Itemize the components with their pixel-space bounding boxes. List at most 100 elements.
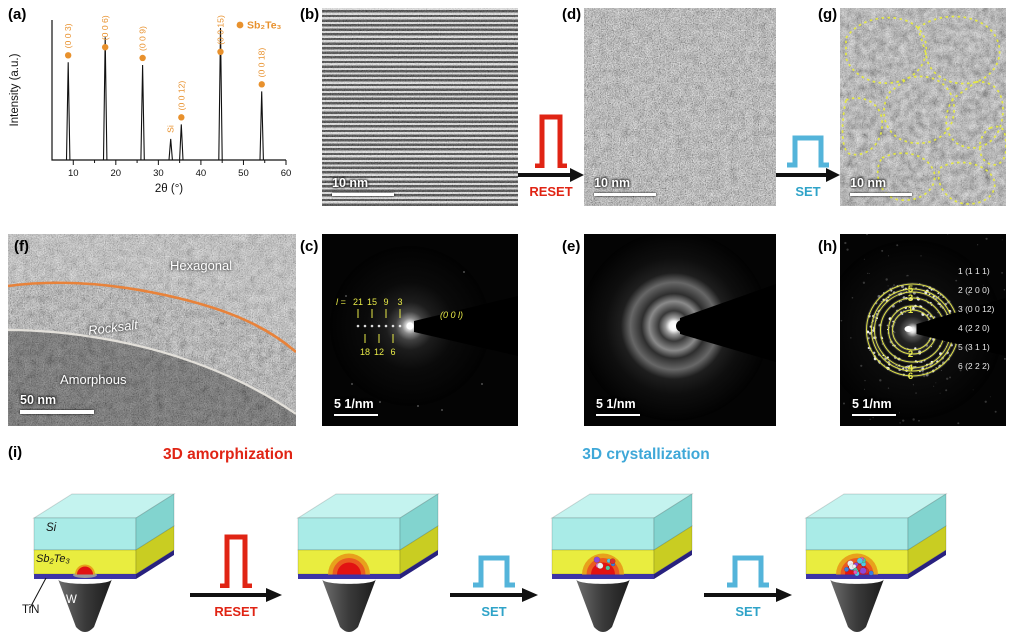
svg-text:18: 18 [360,347,370,357]
scale-label: 10 nm [594,175,631,190]
right-arrow-icon [190,588,282,602]
svg-text:Si: Si [166,125,176,133]
set-label: SET [795,184,821,199]
noise-texture [840,8,1006,206]
xrd-chart: 10 20 30 40 50 60 2θ (°) Intensity (a.u.) (0 0 3… [9,15,292,195]
ring-index-item: 4 (2 2 0) [958,323,990,333]
right-arrow-icon [518,168,584,182]
set-pulse-icon [727,555,769,588]
panel-g-label: (g) [818,6,838,23]
ring-index-item: 3 (0 0 12) [958,304,995,314]
svg-text:Intensity (a.u.): Intensity (a.u.) [9,53,21,126]
set-label: SET [735,604,761,619]
svg-text:3: 3 [908,293,913,304]
svg-text:21: 21 [353,297,363,307]
phase-boundaries [8,234,296,426]
svg-text:1: 1 [908,305,914,316]
svg-text:Sb₂Te₃: Sb₂Te₃ [247,20,282,32]
scale-label: 10 nm [850,175,887,190]
panel-e-label: (e) [562,238,581,255]
scale-bar-line [594,192,656,196]
scale-bar-line [596,413,640,416]
svg-text:(0 0 l): (0 0 l) [440,310,463,320]
diffraction-pattern-h: 1 2 3 4 5 6 1 (1 1 1) 2 (2 0 0) 3 (0 0 12) 4 … [840,234,1006,426]
ring-index-item: 2 (2 0 0) [958,285,990,295]
svg-text:50: 50 [238,168,249,179]
scale-bar-e: 5 1/nm [596,396,640,416]
scale-label: 5 1/nm [596,396,636,411]
hexagonal-rocksalt-boundary-line [8,281,296,353]
diffraction-svg-e [584,234,776,421]
scale-bar-line [850,192,912,196]
svg-text:9: 9 [383,297,388,307]
svg-text:30: 30 [153,168,164,179]
set-label: SET [481,604,507,619]
reset-transition-top: RESET [518,112,584,199]
panel-a-label: (a) [8,6,27,23]
tem-image-b: 10 nm [322,8,518,206]
scale-label: 5 1/nm [852,396,892,411]
layer-label-sb2te3: Sb₂Te₃ [36,553,70,565]
svg-text:(0 0 3): (0 0 3) [63,23,73,48]
svg-text:12: 12 [374,347,384,357]
scale-bar-line [852,413,896,416]
region-label-hexagonal: Hexagonal [170,258,233,273]
svg-text:15: 15 [367,297,377,307]
svg-text:(0 0 18): (0 0 18) [257,48,267,78]
reset-pulse-icon [220,534,252,588]
ring-index-item: 1 (1 1 1) [958,266,990,276]
scale-label: 10 nm [332,175,369,190]
rocksalt-amorphous-boundary-line [8,328,296,415]
panel-c-label: (c) [300,238,319,255]
scale-bar-b: 10 nm [332,175,394,196]
svg-text:5: 5 [908,284,914,295]
ring-index-legend: 1 (1 1 1) 2 (2 0 0) 3 (0 0 12) 4 (2 2 0)… [958,262,994,376]
svg-text:60: 60 [281,168,292,179]
scale-label: 50 nm [20,393,57,407]
svg-text:(0 0 9): (0 0 9) [138,26,148,51]
svg-text:l =: l = [336,297,346,307]
tem-image-g: 10 nm [840,8,1006,206]
set-transition-schematic-1: SET [450,532,538,619]
panel-b-label: (b) [300,6,320,23]
noise-texture [322,8,518,206]
diffraction-pattern-c: l = 21 15 9 3 18 12 6 (0 0 l) 5 1/nm [322,234,518,426]
noise-texture-coarse [584,8,776,206]
layer-label-w: W [66,594,77,606]
svg-text:6: 6 [390,347,395,357]
reset-label: RESET [529,184,573,199]
svg-text:3: 3 [397,297,402,307]
svg-text:2θ (°): 2θ (°) [155,183,183,195]
svg-text:(0 0 15): (0 0 15) [215,15,225,45]
tem-image-f: Hexagonal Rocksalt Amorphous 50 nm [8,234,296,426]
tem-image-d: 10 nm [584,8,776,206]
svg-text:(0 0 12): (0 0 12) [176,81,186,111]
layer-label-si: Si [46,522,57,534]
noise-texture-coarse [8,234,296,426]
reset-transition-schematic: RESET [190,532,282,619]
panel-f-label: (f) [14,238,29,255]
set-pulse-icon [787,135,829,168]
ring-index-item: 5 (3 1 1) [958,342,990,352]
scale-bar-h: 5 1/nm [852,396,896,416]
device-stack-initial [29,493,176,632]
reset-pulse-icon [535,114,567,168]
diffraction-pattern-e: 5 1/nm [584,234,776,426]
device-stack-partially-crystallized [550,493,694,632]
svg-text:6: 6 [908,371,913,382]
scale-bar-line [20,410,94,414]
scale-bar-line [332,192,394,196]
scale-label: 5 1/nm [334,396,374,411]
device-stack-crystallized [804,493,948,632]
layer-label-tin: TiN [22,604,40,616]
panel-h-label: (h) [818,238,838,255]
set-pulse-icon [473,555,515,588]
beam-stopper [680,284,776,362]
right-arrow-icon [776,168,840,182]
scale-bar-f: 50 nm [20,393,94,414]
device-stack-amorphized [296,493,440,632]
set-transition-top: SET [776,112,840,199]
right-arrow-icon [704,588,792,602]
panel-d-label: (d) [562,6,582,23]
